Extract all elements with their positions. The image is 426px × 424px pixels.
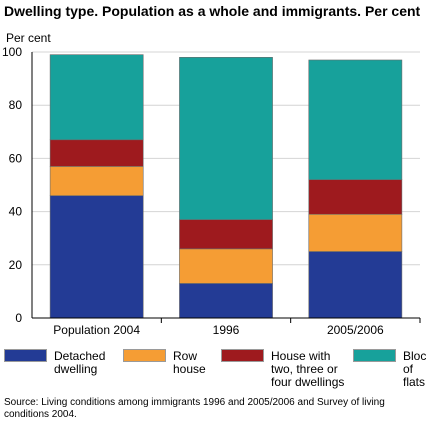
x-tick-label: Population 2004	[53, 323, 140, 337]
chart-title: Dwelling type. Population as a whole and…	[4, 3, 421, 19]
bar-segment-block-of-flats-1996	[179, 57, 273, 220]
legend-label-block-of-flats: Block of flats	[403, 349, 426, 389]
axes	[31, 52, 421, 323]
x-tick-label: 1996	[213, 323, 240, 337]
y-tick-label: 60	[9, 151, 23, 165]
bar-segment-block-of-flats-population-2004	[49, 54, 144, 141]
legend-label-detached: Detached dwelling	[54, 349, 106, 376]
y-tick-label: 20	[9, 258, 23, 272]
bar-segment-detached-dwelling-population-2004	[49, 195, 144, 319]
y-tick-label: 0	[15, 311, 22, 325]
bar-segment-house-with-two-three-or-four-dwellings-population-2004	[49, 139, 144, 167]
legend-label-house-two-four: House with two, three or four dwellings	[271, 349, 345, 389]
legend-swatch-house-two-four	[221, 349, 264, 362]
bar-segment-house-with-two-three-or-four-dwellings-1996	[179, 219, 273, 250]
bar-segment-detached-dwelling-2005-2006	[308, 251, 403, 319]
bar-segment-detached-dwelling-1996	[179, 283, 273, 319]
axis-labels: Per cent 0 20 40 60 80 100 Population 2004 1996 2…	[2, 31, 384, 337]
legend-swatch-row-house	[123, 349, 166, 362]
legend-swatch-block-of-flats	[353, 349, 396, 362]
bar-segment-house-with-two-three-or-four-dwellings-2005-2006	[308, 179, 403, 215]
source-note: Source: Living conditions among immigran…	[4, 397, 385, 420]
bar-segment-row-house-population-2004	[49, 166, 144, 196]
legend-label-row-house: Row house	[173, 349, 206, 376]
bar-segment-row-house-2005-2006	[308, 213, 403, 252]
stacked-bar-chart: Per cent 0 20 40 60 80 100 Population 2004 1996 2…	[2, 31, 421, 337]
x-tick-label: 2005/2006	[327, 323, 384, 337]
bar-segment-block-of-flats-2005-2006	[308, 59, 403, 180]
y-tick-label: 40	[9, 205, 23, 219]
y-axis-label: Per cent	[6, 31, 51, 45]
bars	[49, 54, 403, 319]
bar-segment-row-house-1996	[179, 248, 273, 284]
legend-swatch-detached	[4, 349, 47, 362]
y-tick-label: 100	[2, 45, 22, 59]
y-tick-label: 80	[9, 98, 23, 112]
